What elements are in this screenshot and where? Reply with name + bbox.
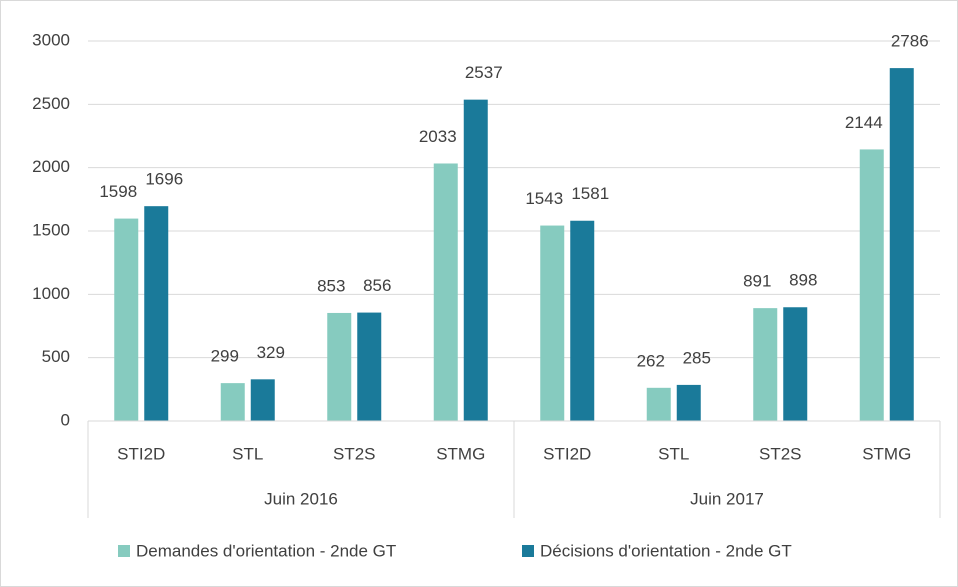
legend-label: Décisions d'orientation - 2nde GT xyxy=(540,541,792,560)
data-label: 856 xyxy=(363,276,391,295)
x-tick-label: STI2D xyxy=(117,444,165,463)
bar xyxy=(220,383,245,421)
group-label: Juin 2016 xyxy=(264,489,338,508)
bar xyxy=(889,68,914,422)
x-tick-label: ST2S xyxy=(759,444,802,463)
x-tick-label: STI2D xyxy=(543,444,591,463)
bar xyxy=(144,206,169,421)
x-tick-label: STL xyxy=(232,444,263,463)
data-label: 1598 xyxy=(99,182,137,201)
y-tick-label: 1000 xyxy=(32,284,70,303)
y-tick-label: 500 xyxy=(42,347,70,366)
data-label: 1696 xyxy=(145,170,183,189)
data-label: 329 xyxy=(257,343,285,362)
bar xyxy=(250,379,275,421)
data-label: 262 xyxy=(637,351,665,370)
bar xyxy=(463,99,488,421)
data-label: 1581 xyxy=(571,184,609,203)
data-label: 2033 xyxy=(419,127,457,146)
data-label: 2537 xyxy=(465,63,503,82)
y-tick-label: 3000 xyxy=(32,30,70,49)
bar xyxy=(570,220,595,421)
x-tick-label: STL xyxy=(658,444,689,463)
legend-swatch xyxy=(522,545,534,557)
bar xyxy=(783,307,808,421)
bar xyxy=(114,218,139,421)
data-label: 299 xyxy=(211,347,239,366)
bar xyxy=(540,225,565,421)
y-tick-label: 2000 xyxy=(32,157,70,176)
data-label: 853 xyxy=(317,276,345,295)
bar xyxy=(327,312,352,421)
group-label: Juin 2017 xyxy=(690,489,764,508)
data-label: 891 xyxy=(743,272,771,291)
data-label: 2144 xyxy=(845,113,883,132)
data-label: 285 xyxy=(683,348,711,367)
legend-label: Demandes d'orientation - 2nde GT xyxy=(136,541,396,560)
x-tick-label: STMG xyxy=(436,444,485,463)
bar xyxy=(753,308,778,421)
x-tick-label: STMG xyxy=(862,444,911,463)
data-label: 2786 xyxy=(891,32,929,51)
y-tick-label: 0 xyxy=(61,410,70,429)
y-tick-label: 1500 xyxy=(32,220,70,239)
bar xyxy=(433,163,458,421)
x-tick-label: ST2S xyxy=(333,444,376,463)
bar xyxy=(676,384,701,421)
bar xyxy=(859,149,884,421)
data-label: 898 xyxy=(789,271,817,290)
data-label: 1543 xyxy=(525,189,563,208)
bar xyxy=(357,312,382,421)
bar xyxy=(646,387,671,421)
y-tick-label: 2500 xyxy=(32,94,70,113)
legend-swatch xyxy=(118,545,130,557)
